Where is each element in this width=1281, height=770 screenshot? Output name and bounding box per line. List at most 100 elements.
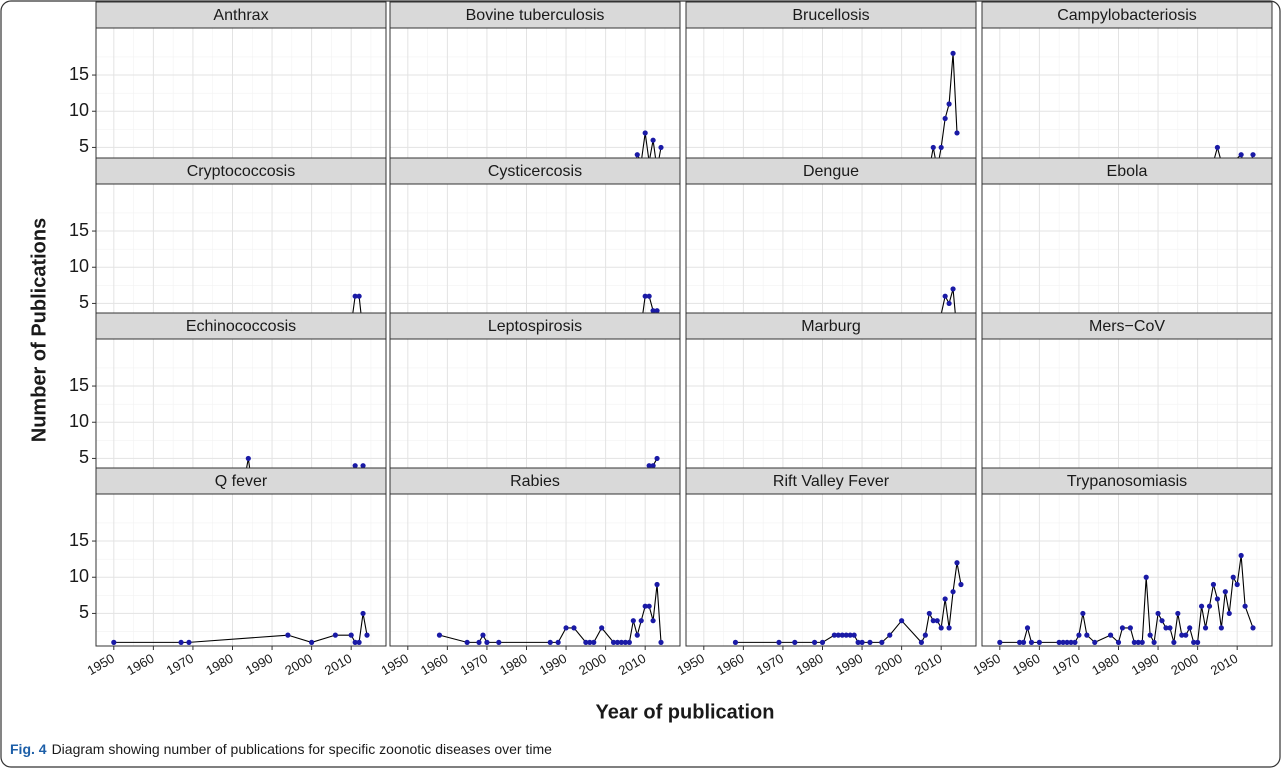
y-tick-label: 15 bbox=[69, 375, 89, 395]
panel-title: Mers−CoV bbox=[1089, 318, 1165, 335]
x-tick-label: 1950 bbox=[378, 651, 411, 678]
data-point bbox=[1056, 639, 1062, 645]
data-point bbox=[867, 639, 873, 645]
x-axis-title: Year of publication bbox=[596, 701, 775, 723]
x-tick-label: 2000 bbox=[282, 651, 315, 678]
caption-text: Diagram showing number of publications f… bbox=[52, 741, 553, 757]
data-point bbox=[1238, 152, 1244, 158]
data-point bbox=[934, 618, 940, 624]
x-tick-label: 1950 bbox=[84, 651, 117, 678]
x-tick-label: 1950 bbox=[970, 651, 1003, 678]
data-point bbox=[1242, 603, 1248, 609]
data-point bbox=[111, 639, 117, 645]
panel-title: Leptospirosis bbox=[488, 318, 582, 335]
strip bbox=[685, 467, 977, 495]
panel-title: Campylobacteriosis bbox=[1057, 7, 1197, 24]
strip bbox=[95, 312, 387, 340]
data-point bbox=[356, 639, 362, 645]
plot-area bbox=[982, 184, 1272, 336]
x-tick-label: 2000 bbox=[576, 651, 609, 678]
panel-title: Rift Valley Fever bbox=[773, 473, 890, 490]
data-point bbox=[1135, 639, 1141, 645]
data-point bbox=[309, 639, 315, 645]
data-point bbox=[1218, 625, 1224, 631]
panel-title: Cysticercosis bbox=[488, 163, 582, 180]
panel-title: Rabies bbox=[510, 473, 560, 490]
data-point bbox=[436, 632, 443, 638]
data-point bbox=[1151, 639, 1157, 645]
data-point bbox=[1119, 625, 1126, 631]
data-point bbox=[1024, 625, 1031, 631]
panel-border bbox=[685, 493, 977, 647]
data-point bbox=[638, 618, 644, 624]
data-point bbox=[285, 632, 291, 638]
data-point bbox=[626, 639, 632, 645]
data-point bbox=[476, 639, 482, 645]
plot-area bbox=[686, 28, 976, 180]
x-tick-label: 1990 bbox=[537, 651, 570, 678]
plot-area bbox=[96, 184, 386, 336]
data-point bbox=[630, 618, 636, 624]
data-point bbox=[646, 603, 652, 609]
data-point bbox=[950, 50, 956, 56]
panel-title: Anthrax bbox=[213, 7, 268, 24]
data-point bbox=[938, 625, 944, 631]
data-point bbox=[583, 639, 589, 645]
data-point bbox=[610, 639, 617, 645]
data-point bbox=[480, 632, 486, 638]
x-tick-label: 1950 bbox=[674, 651, 707, 678]
data-point bbox=[364, 632, 370, 638]
data-point bbox=[950, 589, 956, 595]
panel: Campylobacteriosis bbox=[981, 1, 1273, 181]
data-point bbox=[954, 560, 960, 566]
x-tick-label: 1960 bbox=[124, 651, 157, 678]
data-point bbox=[1183, 632, 1189, 638]
data-point bbox=[1072, 639, 1078, 645]
y-tick-label: 15 bbox=[69, 64, 89, 84]
panel: Marburg bbox=[685, 312, 977, 492]
panel-title: Brucellosis bbox=[792, 7, 869, 24]
x-tick-label: 1980 bbox=[497, 651, 530, 678]
data-point bbox=[1155, 610, 1161, 617]
panel-title: Bovine tuberculosis bbox=[466, 7, 605, 24]
data-point bbox=[352, 639, 358, 645]
caption: Fig. 4 Diagram showing number of publicat… bbox=[10, 741, 552, 757]
data-point bbox=[1187, 625, 1193, 631]
x-tick-label: 1960 bbox=[1010, 651, 1043, 678]
x-tick-label: 1970 bbox=[754, 651, 787, 678]
strip bbox=[389, 467, 681, 495]
data-point bbox=[1250, 152, 1256, 158]
panel-border bbox=[389, 493, 681, 647]
data-point bbox=[1127, 625, 1133, 631]
data-point bbox=[658, 639, 664, 645]
plot-area bbox=[96, 28, 386, 180]
data-point bbox=[938, 144, 944, 151]
strip bbox=[685, 312, 977, 340]
data-point bbox=[547, 639, 553, 645]
y-tick-label: 5 bbox=[79, 136, 89, 156]
y-tick-label: 5 bbox=[79, 602, 89, 622]
data-point bbox=[646, 293, 652, 299]
data-point bbox=[922, 632, 928, 638]
data-point bbox=[851, 632, 857, 638]
panel: Rift Valley Fever 1950 1960 1970 1980 1990 200… bbox=[674, 467, 977, 678]
data-point bbox=[352, 463, 358, 469]
data-point bbox=[1234, 581, 1240, 588]
plot-area bbox=[390, 494, 680, 646]
data-point bbox=[1016, 639, 1023, 645]
data-point bbox=[1238, 552, 1244, 559]
data-point bbox=[950, 286, 956, 292]
data-point bbox=[847, 632, 853, 638]
data-point bbox=[650, 308, 656, 314]
data-point bbox=[642, 293, 648, 299]
x-tick-label: 2000 bbox=[872, 651, 905, 678]
panel: Echinococcosis 5 10 15 bbox=[69, 312, 387, 492]
x-tick-label: 1980 bbox=[1089, 651, 1122, 678]
data-point bbox=[360, 610, 366, 617]
data-point bbox=[946, 101, 952, 107]
strip bbox=[981, 467, 1273, 495]
plot-area bbox=[982, 494, 1272, 646]
data-point bbox=[899, 618, 905, 624]
data-point bbox=[1143, 574, 1149, 580]
